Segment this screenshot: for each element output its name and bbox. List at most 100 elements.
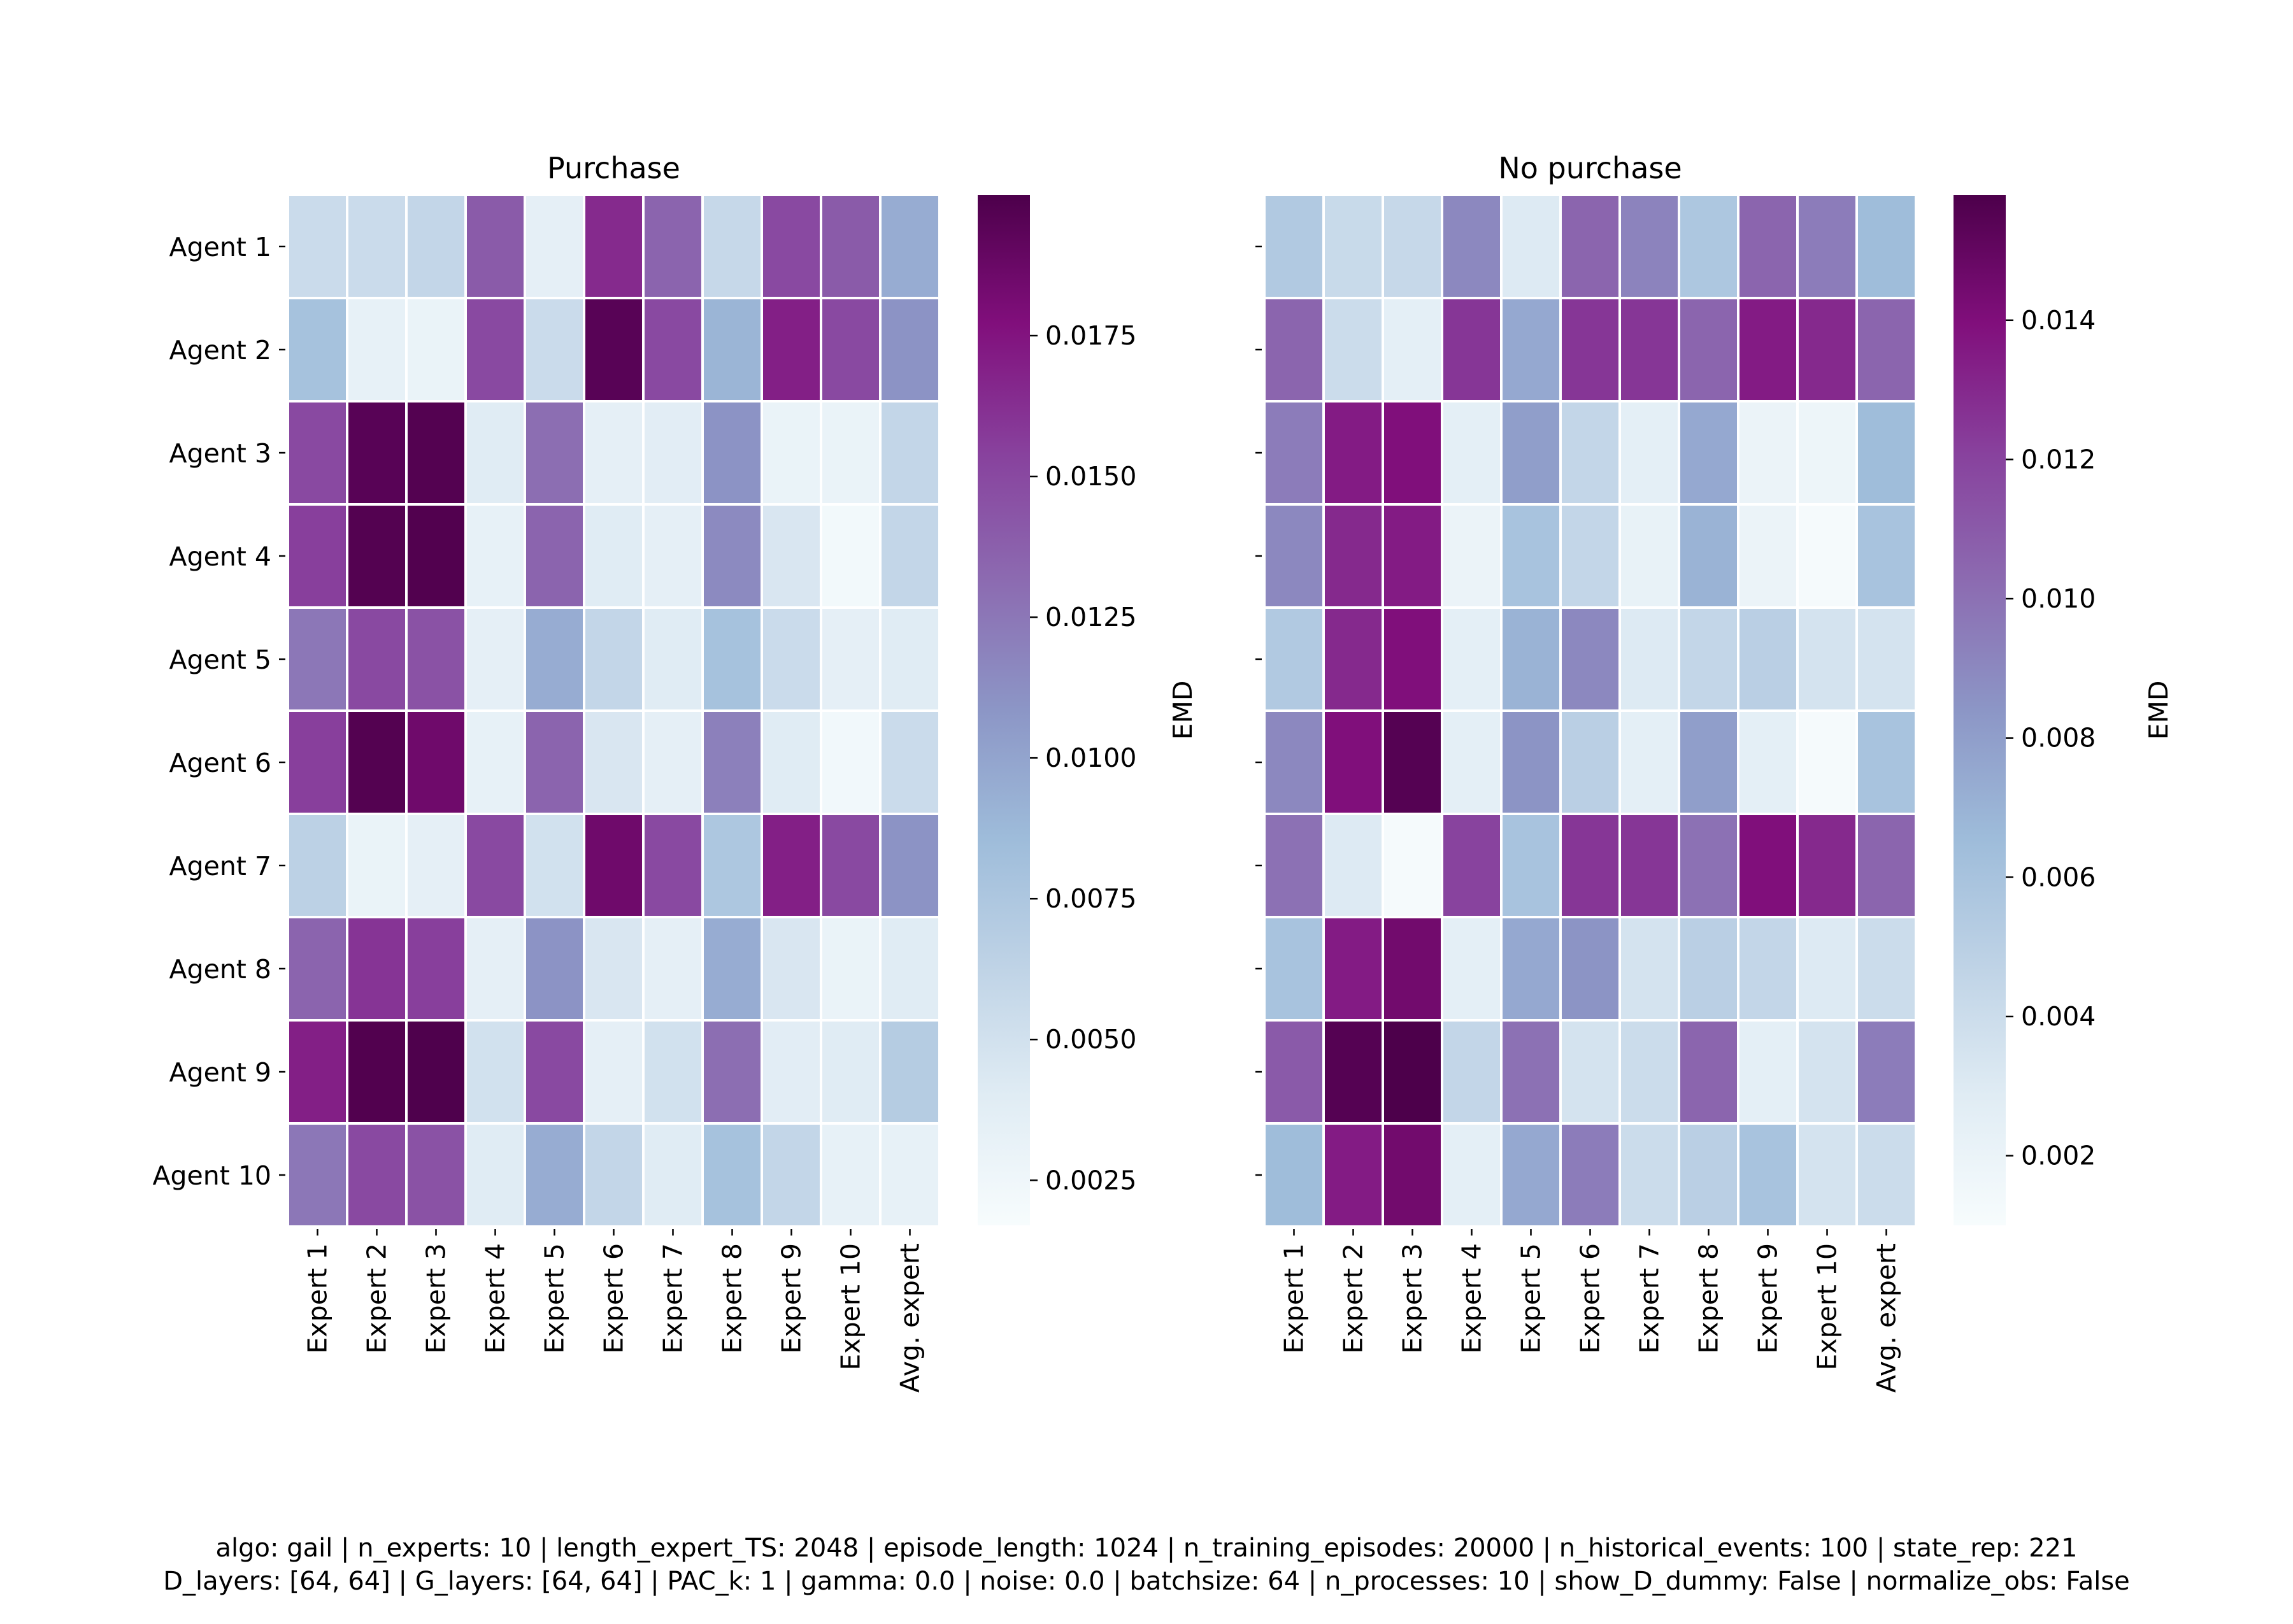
heatmap-cell — [1796, 709, 1858, 815]
heatmap-cell — [524, 297, 585, 402]
heatmap-cell — [1500, 1019, 1562, 1125]
heatmap-cell — [761, 606, 822, 712]
heatmap-cell — [1618, 709, 1680, 815]
heatmap-cell — [1500, 400, 1562, 506]
heatmap-cell — [1263, 1019, 1325, 1125]
heatmap-cell — [1618, 1019, 1680, 1125]
heatmap-cell — [405, 916, 467, 1022]
heatmap-cell — [1500, 709, 1562, 815]
heatmap-cell — [1559, 916, 1621, 1022]
colorbar-tick-label: 0.0125 — [1045, 602, 1136, 632]
heatmap-cell — [1559, 709, 1621, 815]
col-label: Expert 5 — [539, 1243, 570, 1353]
heatmap-cell — [1441, 1019, 1503, 1125]
row-label: Agent 6 — [169, 748, 271, 778]
heatmap-cell — [346, 813, 408, 918]
col-label: Avg. expert — [1871, 1243, 1902, 1393]
heatmap-cell — [287, 297, 348, 402]
colorbar-tick-label: 0.014 — [2021, 305, 2096, 336]
heatmap-cell — [346, 400, 408, 506]
heatmap-cell — [464, 813, 526, 918]
heatmap-cell — [1855, 813, 1917, 918]
row-label: Agent 1 — [169, 232, 271, 262]
col-label: Expert 10 — [1812, 1243, 1843, 1371]
heatmap-cell — [405, 1122, 467, 1228]
heatmap-cell — [879, 1122, 941, 1228]
heatmap-cell — [1678, 400, 1739, 506]
heatmap-cell — [405, 606, 467, 712]
heatmap-cell — [642, 1019, 704, 1125]
heatmap-cell — [1737, 503, 1799, 609]
heatmap-cell — [701, 813, 763, 918]
heatmap-cell — [405, 400, 467, 506]
heatmap-cell — [346, 1122, 408, 1228]
heatmap-cell — [1382, 606, 1443, 712]
col-label: Expert 1 — [303, 1243, 333, 1353]
colorbar-tick-label: 0.006 — [2021, 862, 2096, 892]
heatmap-cell — [1618, 503, 1680, 609]
heatmap-cell — [1855, 709, 1917, 815]
heatmap-cell — [524, 709, 585, 815]
heatmap-cell — [1559, 606, 1621, 712]
heatmap-cell — [1263, 400, 1325, 506]
col-label: Expert 4 — [1457, 1243, 1487, 1353]
heatmap-cell — [1855, 400, 1917, 506]
heatmap-cell — [1855, 503, 1917, 609]
col-label: Expert 4 — [480, 1243, 511, 1353]
heatmap-cell — [820, 400, 882, 506]
heatmap-cell — [287, 503, 348, 609]
colorbar-tick-label: 0.0025 — [1045, 1165, 1136, 1195]
caption-line-2: D_layers: [64, 64] | G_layers: [64, 64] … — [163, 1567, 2130, 1596]
col-label: Expert 10 — [836, 1243, 866, 1371]
heatmap-cell — [1855, 297, 1917, 402]
heatmap-cell — [405, 709, 467, 815]
heatmap-cell — [524, 813, 585, 918]
heatmap-cell — [642, 709, 704, 815]
heatmap-cell — [642, 400, 704, 506]
heatmap-cell — [1500, 1122, 1562, 1228]
row-label: Agent 7 — [169, 851, 271, 881]
heatmap-cell — [701, 709, 763, 815]
heatmap-cell — [1618, 400, 1680, 506]
heatmap-cell — [1678, 194, 1739, 299]
heatmap-cell — [1796, 606, 1858, 712]
heatmap-cell — [464, 709, 526, 815]
heatmap-cell — [583, 503, 645, 609]
heatmap-cell — [583, 1122, 645, 1228]
row-label: Agent 9 — [169, 1057, 271, 1088]
heatmap-cell — [1263, 709, 1325, 815]
heatmap-cell — [1796, 1019, 1858, 1125]
heatmap-cell — [879, 194, 941, 299]
heatmap-cell — [1382, 813, 1443, 918]
heatmap-cell — [1737, 1122, 1799, 1228]
heatmap-cell — [1796, 503, 1858, 609]
heatmap-cell — [642, 297, 704, 402]
heatmap-cell — [524, 503, 585, 609]
col-label: Expert 3 — [1397, 1243, 1428, 1353]
col-label: Expert 2 — [362, 1243, 392, 1353]
heatmap-cell — [464, 1019, 526, 1125]
heatmap-cell — [346, 916, 408, 1022]
heatmap-cell — [524, 194, 585, 299]
heatmap-cell — [1796, 400, 1858, 506]
heatmap-cell — [1737, 400, 1799, 506]
heatmap-cell — [1441, 503, 1503, 609]
heatmap-cell — [1855, 1019, 1917, 1125]
colorbar-tick-label: 0.004 — [2021, 1001, 2096, 1032]
heatmap-cell — [879, 400, 941, 506]
heatmap-cell — [701, 1019, 763, 1125]
heatmap-cell — [1382, 194, 1443, 299]
heatmap-cell — [464, 503, 526, 609]
heatmap-cell — [1559, 813, 1621, 918]
heatmap-cell — [879, 606, 941, 712]
heatmap-cell — [820, 503, 882, 609]
heatmap-cell — [642, 813, 704, 918]
heatmap-cell — [701, 503, 763, 609]
heatmap-cell — [1263, 813, 1325, 918]
col-label: Avg. expert — [895, 1243, 925, 1393]
heatmap-cell — [761, 503, 822, 609]
heatmap-cell — [1559, 297, 1621, 402]
heatmap-cell — [464, 400, 526, 506]
heatmap-cell — [1737, 813, 1799, 918]
heatmap-cell — [346, 606, 408, 712]
